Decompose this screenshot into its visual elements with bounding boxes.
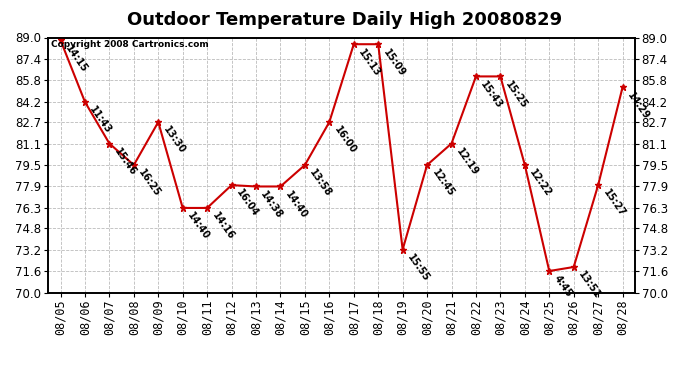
Text: 16:25: 16:25	[137, 168, 163, 199]
Text: 16:04: 16:04	[235, 188, 260, 219]
Text: 13:51: 13:51	[576, 270, 602, 301]
Text: 12:45: 12:45	[430, 168, 456, 199]
Text: 14:40: 14:40	[186, 211, 211, 242]
Text: 15:09: 15:09	[381, 47, 407, 78]
Text: Outdoor Temperature Daily High 20080829: Outdoor Temperature Daily High 20080829	[128, 11, 562, 29]
Text: 11:43: 11:43	[88, 105, 114, 136]
Text: 15:27: 15:27	[601, 188, 627, 219]
Text: 15:46: 15:46	[112, 146, 138, 177]
Text: 13:58: 13:58	[308, 168, 334, 199]
Text: 12:22: 12:22	[528, 168, 553, 199]
Text: 12:19: 12:19	[454, 146, 480, 177]
Text: 14:29: 14:29	[625, 90, 651, 121]
Text: Copyright 2008 Cartronics.com: Copyright 2008 Cartronics.com	[51, 40, 209, 49]
Text: 15:25: 15:25	[503, 79, 529, 110]
Text: 14:40: 14:40	[283, 189, 309, 220]
Text: 15:55: 15:55	[406, 252, 431, 284]
Text: 14:15: 14:15	[63, 43, 89, 74]
Text: 13:30: 13:30	[161, 125, 187, 156]
Text: 14:38: 14:38	[259, 189, 285, 220]
Text: 4:45: 4:45	[552, 274, 574, 299]
Text: 15:13: 15:13	[357, 47, 382, 78]
Text: 14:16: 14:16	[210, 211, 236, 242]
Text: 15:43: 15:43	[479, 79, 504, 110]
Text: 16:00: 16:00	[332, 125, 358, 156]
